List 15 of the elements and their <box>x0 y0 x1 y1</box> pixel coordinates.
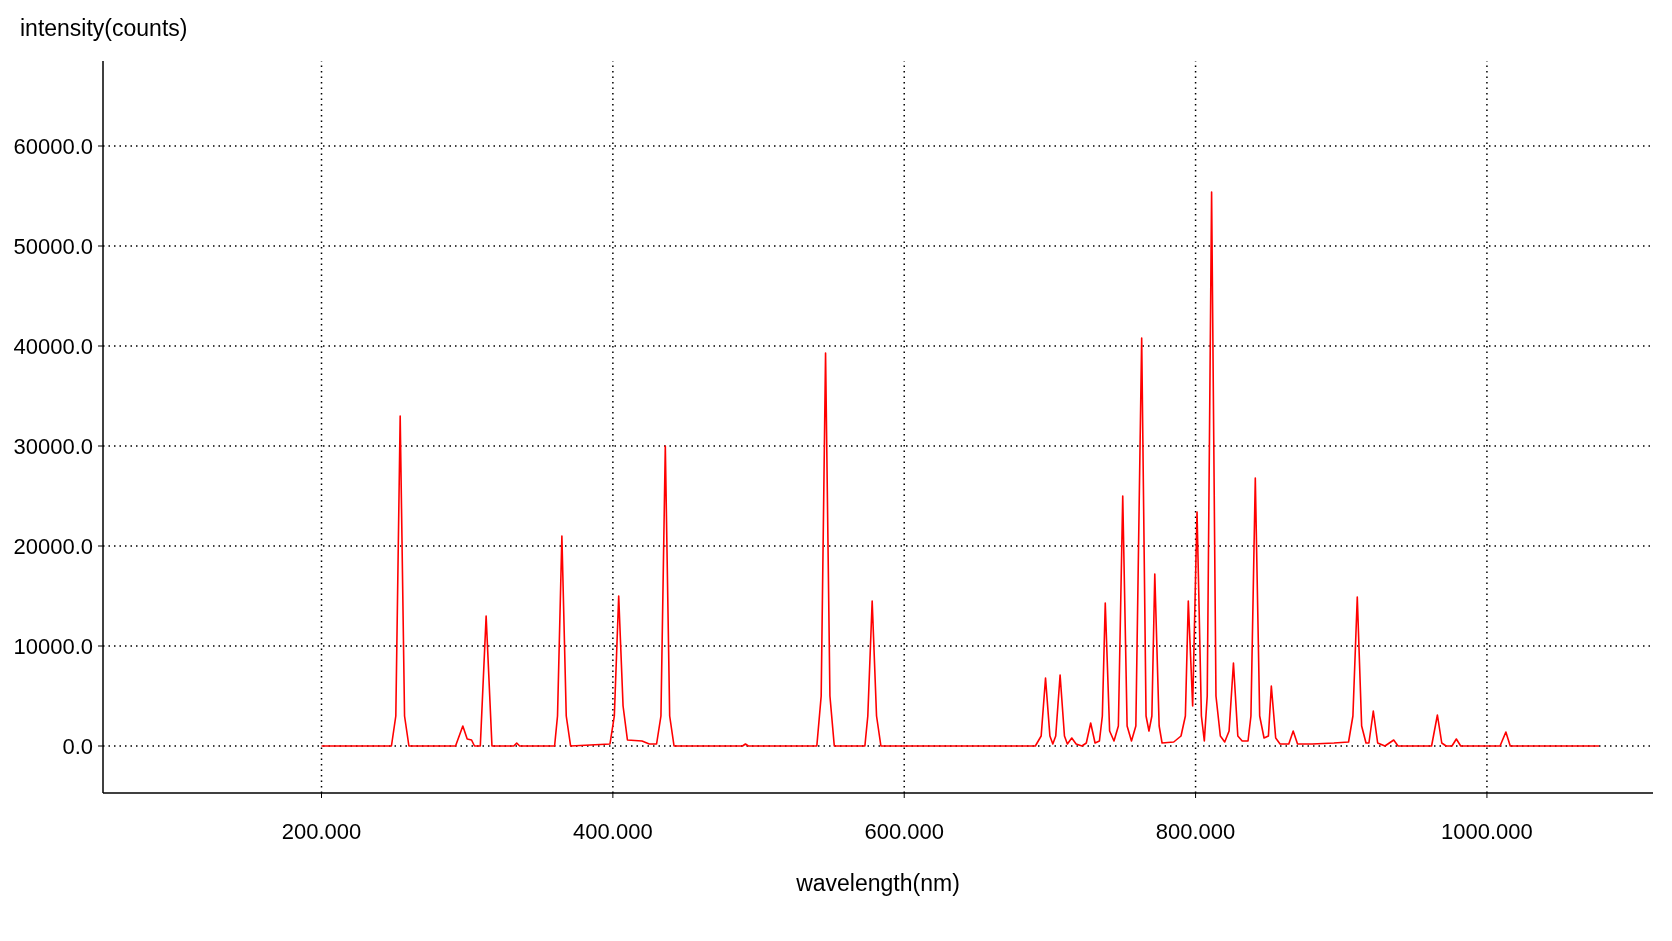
y-tick-label: 0.0 <box>62 733 93 759</box>
x-axis-title: wavelength(nm) <box>795 870 960 896</box>
x-tick-label: 1000.000 <box>1441 819 1533 844</box>
y-tick-label: 30000.0 <box>13 433 93 459</box>
y-axis-title: intensity(counts) <box>20 15 188 41</box>
x-tick-label: 800.000 <box>1155 819 1236 844</box>
x-tick-label: 600.000 <box>864 819 944 844</box>
x-tick-label: 200.000 <box>281 819 362 844</box>
y-tick-label: 60000.0 <box>13 133 93 159</box>
y-tick-label: 50000.0 <box>13 233 93 259</box>
y-tick-label: 20000.0 <box>13 533 93 559</box>
line-series <box>320 191 1600 747</box>
y-tick-label: 10000.0 <box>13 633 93 659</box>
x-tick-label: 400.000 <box>573 819 653 844</box>
y-tick-label: 40000.0 <box>13 333 93 359</box>
